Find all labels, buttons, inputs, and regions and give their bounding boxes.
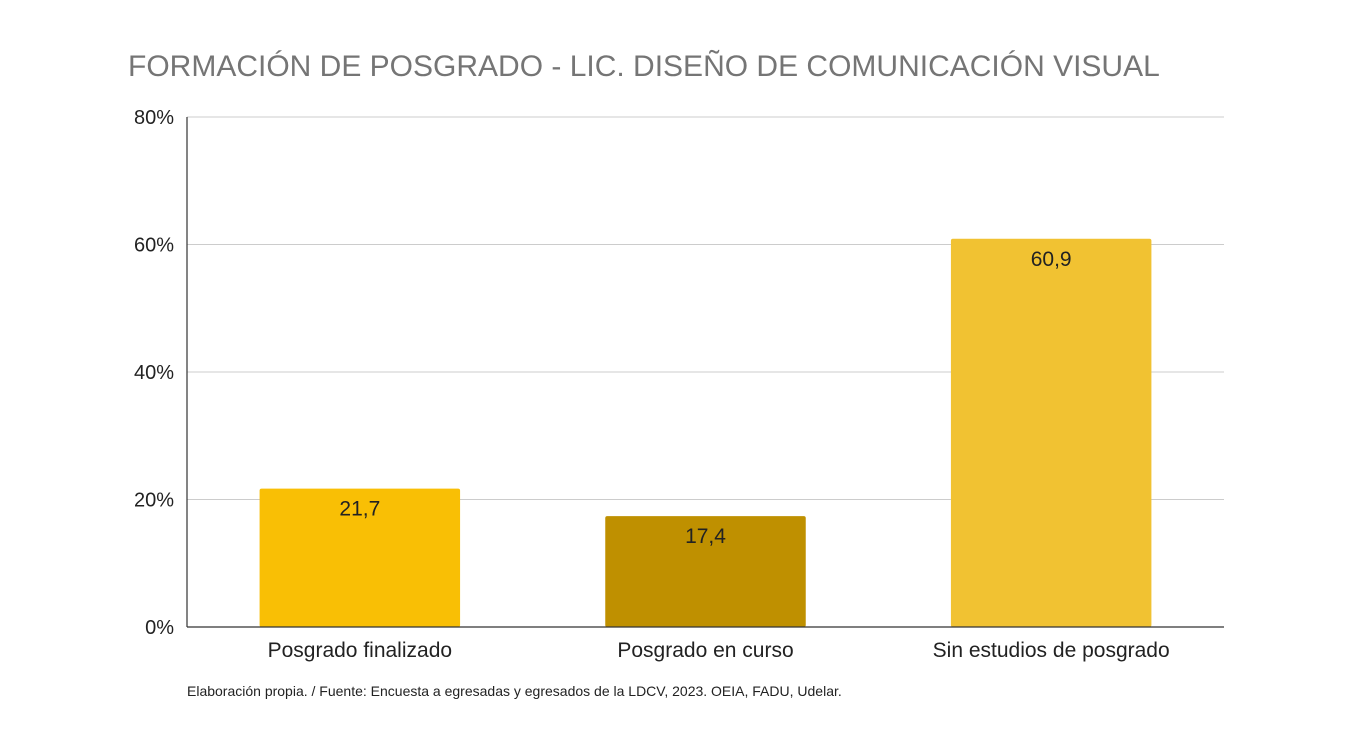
footnote: Elaboración propia. / Fuente: Encuesta a… <box>187 683 842 699</box>
x-category-label: Posgrado finalizado <box>268 639 452 662</box>
y-tick-label: 20% <box>134 490 174 512</box>
data-label: 60,9 <box>1031 248 1072 271</box>
y-tick-label: 40% <box>134 362 174 384</box>
axes <box>186 117 1224 628</box>
bar <box>259 488 461 627</box>
bars <box>259 238 1152 627</box>
y-tick-label: 60% <box>134 235 174 257</box>
x-category-label: Sin estudios de posgrado <box>933 639 1170 662</box>
bar <box>605 516 806 627</box>
y-tick-label: 0% <box>145 617 174 639</box>
bar <box>950 238 1152 627</box>
labels: 0% 20% 40% 60% 80% 21,7 Posgrado finalizado 17,… <box>134 107 1170 662</box>
x-category-label: Posgrado en curso <box>617 639 793 662</box>
y-tick-label: 80% <box>134 107 174 129</box>
chart-title: FORMACIÓN DE POSGRADO - LIC. DISEÑO DE C… <box>128 49 1160 83</box>
data-label: 21,7 <box>339 498 380 521</box>
data-label: 17,4 <box>685 525 726 548</box>
